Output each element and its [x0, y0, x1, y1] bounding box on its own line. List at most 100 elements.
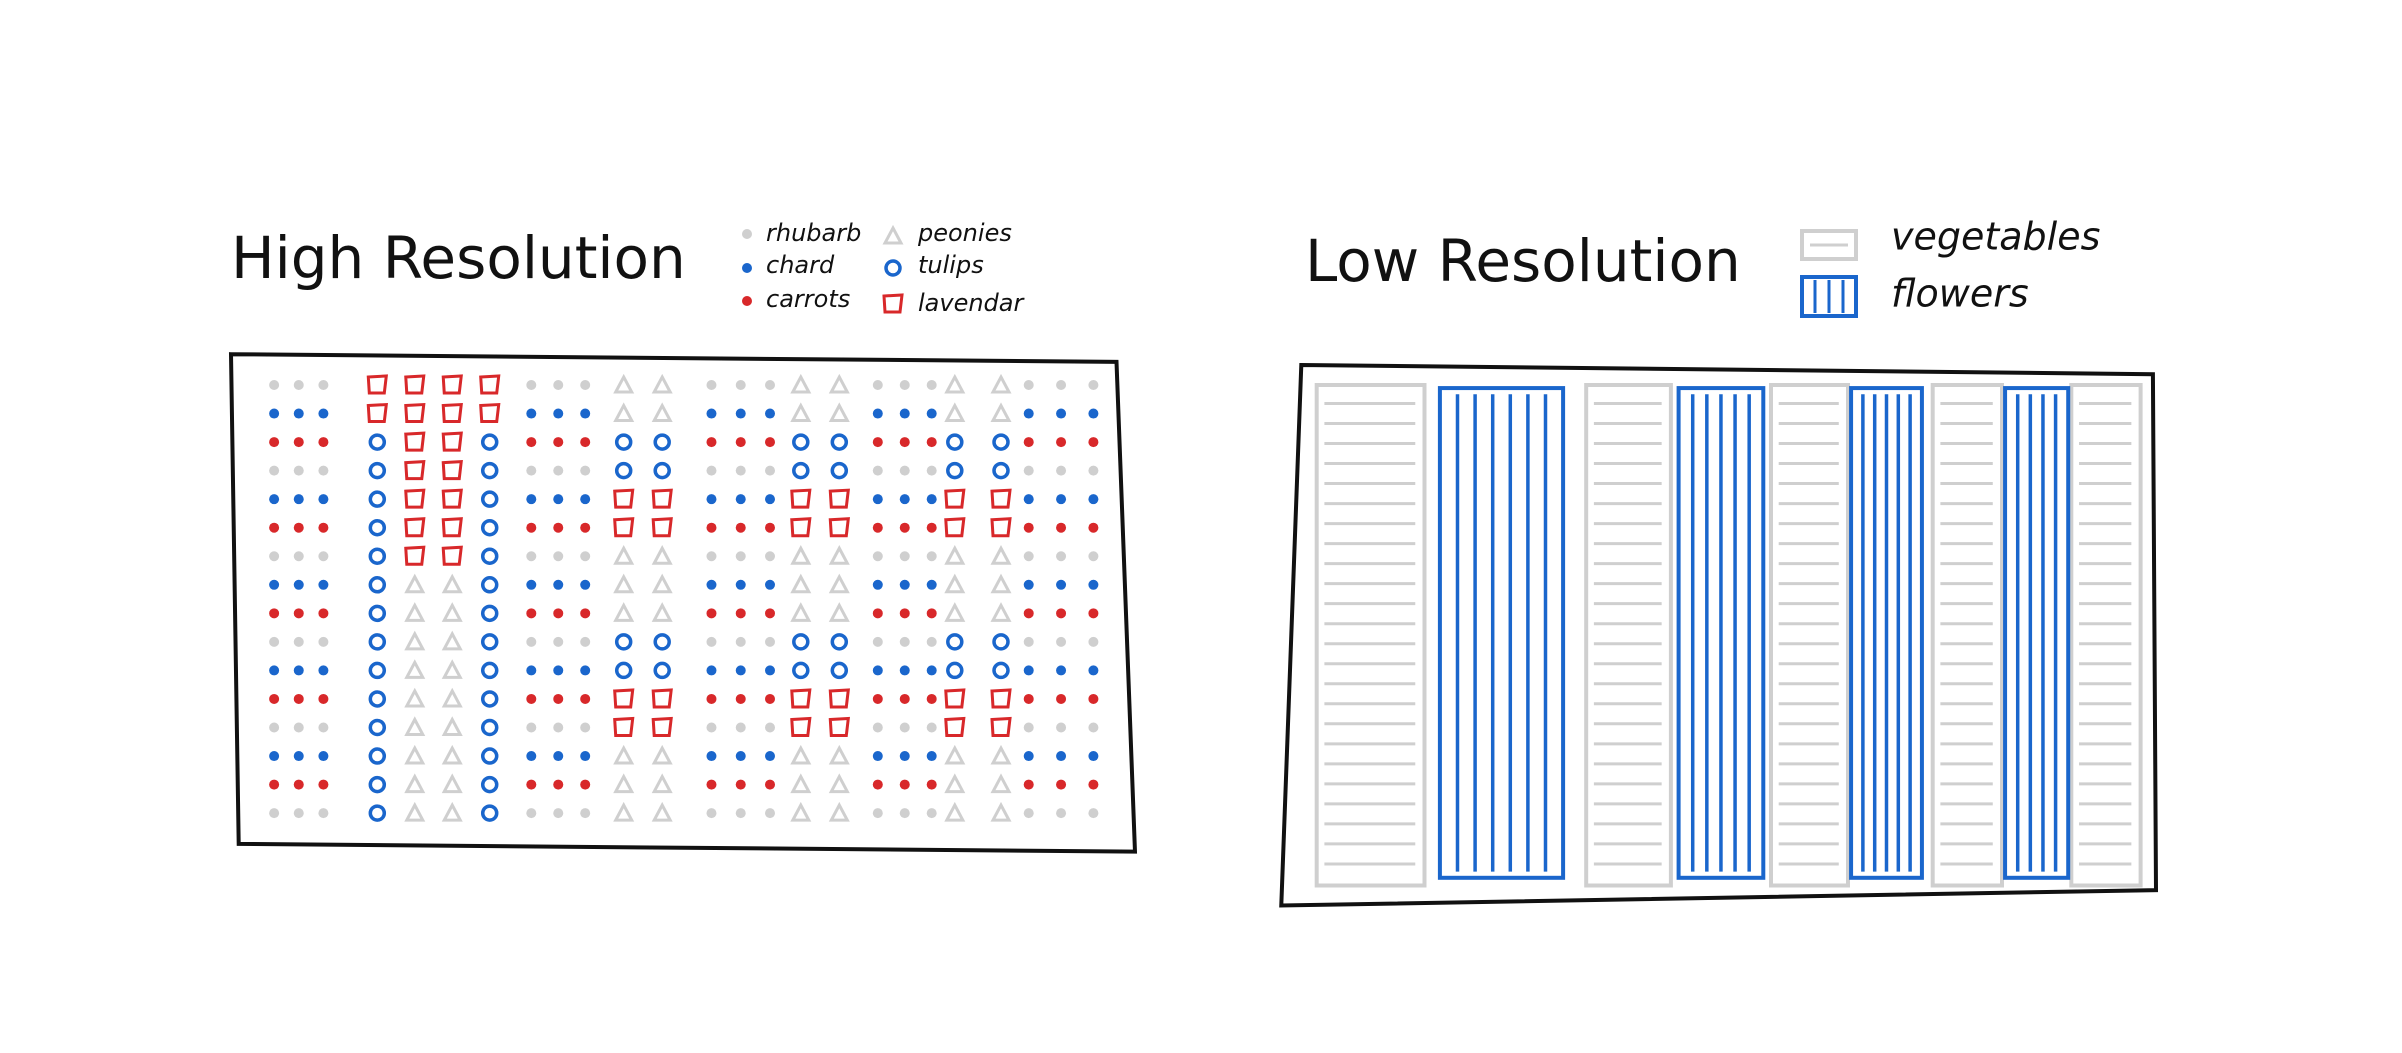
dot — [706, 608, 717, 619]
dot — [1088, 551, 1099, 562]
dot — [293, 494, 304, 505]
dot — [1088, 437, 1099, 448]
ring — [480, 461, 499, 480]
dot — [765, 437, 775, 448]
dot — [872, 808, 883, 819]
square — [404, 517, 426, 538]
dot — [872, 494, 883, 505]
ring — [368, 576, 387, 594]
dot — [318, 693, 329, 704]
dot — [580, 437, 591, 448]
dot — [735, 380, 746, 390]
dot — [735, 779, 746, 790]
dot — [1056, 808, 1067, 819]
triangle — [790, 602, 812, 622]
dot — [269, 808, 280, 819]
dot — [318, 608, 329, 619]
square — [990, 688, 1012, 709]
dot — [553, 636, 564, 647]
dot — [269, 779, 280, 790]
dot — [926, 779, 937, 790]
triangle — [613, 602, 635, 622]
dot — [735, 808, 746, 819]
dot — [526, 722, 537, 733]
ring — [830, 433, 849, 451]
ring — [368, 490, 387, 508]
dot — [1023, 722, 1034, 733]
dot — [765, 522, 775, 533]
ring — [992, 433, 1010, 451]
square — [828, 488, 850, 509]
dot — [553, 465, 564, 476]
dot — [580, 408, 591, 419]
dot — [580, 608, 591, 619]
dot — [293, 551, 304, 562]
dot — [1023, 751, 1034, 762]
dot — [706, 522, 717, 533]
dot — [269, 551, 280, 562]
dot — [899, 522, 910, 533]
dot — [526, 779, 537, 790]
triangle — [944, 773, 966, 794]
dot — [706, 693, 717, 704]
triangle — [613, 573, 635, 594]
ring — [614, 633, 633, 651]
ring — [830, 661, 849, 680]
dot — [1088, 693, 1099, 704]
dot — [553, 608, 564, 619]
triangle — [790, 801, 812, 822]
legend-label: carrots — [766, 285, 850, 313]
dot — [1088, 808, 1099, 819]
dot — [553, 808, 564, 819]
dot — [553, 408, 564, 419]
dot — [526, 408, 537, 419]
triangle — [790, 373, 812, 394]
dot — [318, 579, 329, 590]
dot — [318, 522, 329, 533]
dot — [926, 380, 937, 390]
dot — [872, 408, 883, 419]
triangle — [990, 373, 1012, 394]
dot — [765, 465, 775, 476]
ring — [480, 804, 499, 822]
title: High Resolution — [231, 224, 686, 292]
dot — [706, 408, 717, 419]
ring — [480, 718, 499, 737]
ring — [368, 518, 387, 537]
ring — [992, 461, 1010, 480]
dot — [580, 665, 591, 676]
triangle — [828, 801, 850, 822]
dot — [926, 608, 937, 619]
square — [990, 488, 1012, 509]
dot — [580, 551, 591, 562]
dot — [926, 408, 937, 419]
ring — [368, 718, 387, 737]
triangle — [404, 773, 426, 794]
dot — [269, 437, 280, 448]
dot — [872, 636, 883, 647]
triangle — [990, 602, 1012, 622]
dot — [735, 693, 746, 704]
vegetable-bed — [1930, 383, 2004, 888]
square — [441, 517, 463, 538]
ring — [830, 461, 849, 480]
dot — [735, 751, 746, 762]
square — [790, 688, 812, 709]
ring — [792, 433, 810, 451]
dot — [580, 779, 591, 790]
triangle — [441, 801, 463, 822]
dot — [926, 636, 937, 647]
dot — [1023, 693, 1034, 704]
triangle — [613, 402, 635, 423]
dot — [1023, 408, 1034, 419]
dot — [580, 579, 591, 590]
ring — [614, 461, 633, 480]
dot — [872, 522, 883, 533]
dot — [1088, 380, 1099, 390]
dot — [580, 494, 591, 505]
legend-label: flowers — [1891, 272, 2029, 316]
triangle — [990, 744, 1012, 765]
triangle — [441, 659, 463, 679]
vegetable-bed — [1769, 383, 1850, 888]
dot — [269, 408, 280, 419]
